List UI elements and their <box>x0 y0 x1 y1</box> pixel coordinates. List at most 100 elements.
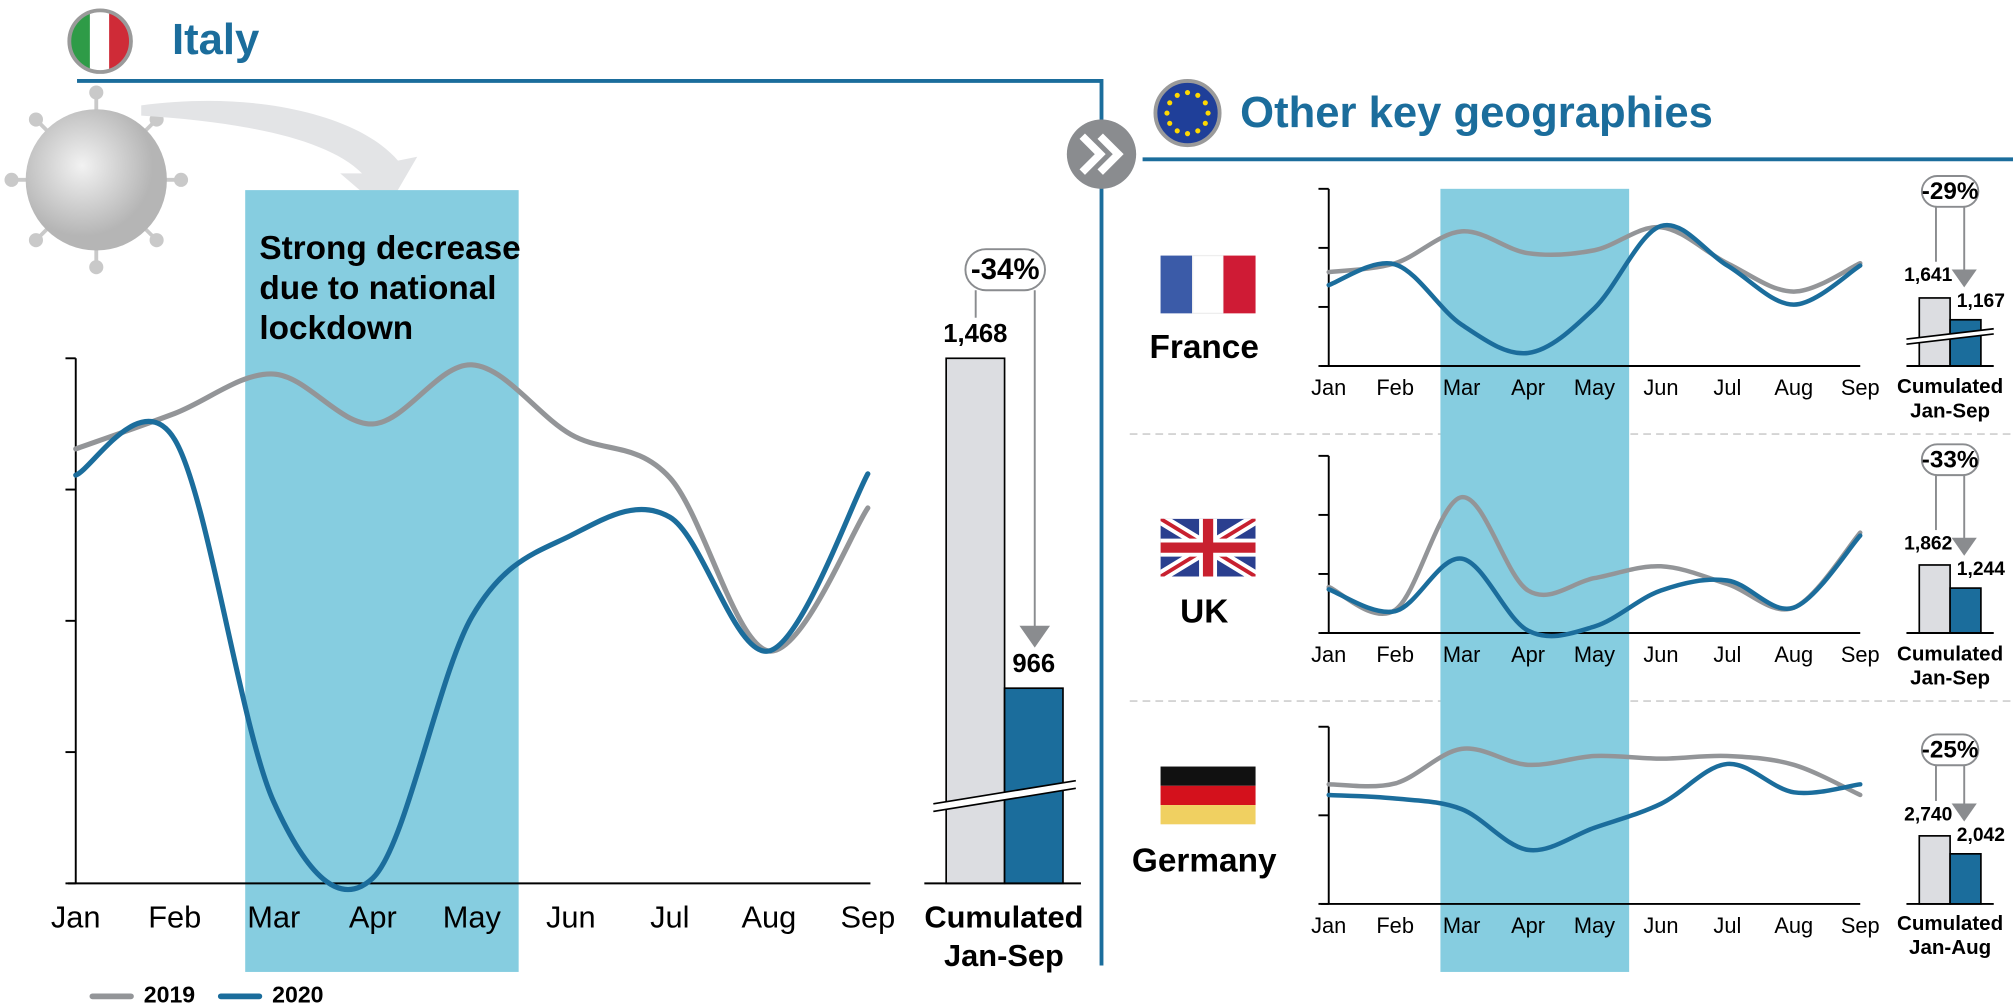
series-line <box>73 362 871 654</box>
x-tick-label: Feb <box>148 899 201 934</box>
x-label: Jan-Sep <box>944 938 1064 973</box>
lockdown-band <box>245 190 519 972</box>
x-tick-label: Jul <box>650 899 689 934</box>
annotation: due to national <box>259 270 496 307</box>
change-bubble <box>1920 443 1980 477</box>
x-tick-label: Jun <box>546 899 596 934</box>
bar <box>1949 853 1982 905</box>
x-tick-label: Jan <box>1311 913 1346 938</box>
bar <box>1918 564 1951 634</box>
x-tick-label: Jul <box>1713 642 1741 667</box>
x-tick-label: Mar <box>1443 375 1481 400</box>
france-flag <box>1160 254 1256 314</box>
x-tick-label: Mar <box>247 899 300 934</box>
x-label: Cumulated <box>1897 912 2003 935</box>
x-tick-label: Jul <box>1713 375 1741 400</box>
value-label: 1,244 <box>1957 559 2005 580</box>
x-label: Jan-Aug <box>1909 936 1991 959</box>
x-tick-label: May <box>1574 913 1615 938</box>
change-arrowhead <box>1019 625 1051 648</box>
x-tick-label: Feb <box>1376 375 1414 400</box>
uk-flag <box>1160 518 1256 577</box>
x-tick-label: Apr <box>349 899 397 934</box>
value-label: 2,740 <box>1904 804 1952 825</box>
value-label: 966 <box>1012 650 1055 678</box>
x-tick-label: Aug <box>1774 375 1813 400</box>
country-name: Germany <box>1132 843 1277 880</box>
series-line <box>73 419 871 892</box>
change-label: -29% <box>1922 178 1979 205</box>
series-line <box>1326 746 1863 798</box>
star <box>1164 110 1170 116</box>
x-label: Cumulated <box>1897 375 2003 398</box>
x-tick-label: May <box>1574 375 1615 400</box>
bar <box>1918 297 1951 367</box>
section-title: Other key geographies <box>1240 88 1713 137</box>
x-tick-label: Apr <box>1511 913 1545 938</box>
star <box>1184 89 1191 96</box>
value-label: 1,167 <box>1957 291 2005 312</box>
x-tick-label: Mar <box>1443 913 1481 938</box>
change-label: -33% <box>1922 446 1979 473</box>
x-tick-label: Sep <box>1841 642 1880 667</box>
x-tick-label: May <box>443 899 502 934</box>
x-tick-label: Feb <box>1376 642 1414 667</box>
change-label: -25% <box>1922 737 1979 764</box>
axis-break <box>933 780 1076 812</box>
change-arrowhead <box>1951 803 1977 822</box>
bar <box>1918 835 1951 905</box>
x-tick-label: Sep <box>1841 913 1880 938</box>
x-tick-label: May <box>1574 642 1615 667</box>
change-arrowhead <box>1951 269 1977 288</box>
lockdown-band <box>1440 188 1630 972</box>
x-tick-label: Jun <box>1643 375 1678 400</box>
change-bubble <box>1920 175 1980 208</box>
axis-break <box>1906 327 1994 340</box>
series-line <box>1326 761 1863 853</box>
change-bubble <box>1920 733 1980 767</box>
x-label: Cumulated <box>924 899 1083 934</box>
series-line <box>1326 224 1863 294</box>
value-label: 1,468 <box>943 320 1007 348</box>
x-tick-label: Jan <box>1311 642 1346 667</box>
axis-break <box>933 779 1076 805</box>
star <box>1174 92 1180 98</box>
x-tick-label: Mar <box>1443 642 1481 667</box>
virus-icon <box>4 85 189 275</box>
star <box>1167 100 1173 106</box>
star <box>1184 131 1191 137</box>
x-tick-label: Feb <box>1376 913 1414 938</box>
star <box>1205 110 1211 116</box>
change-arrowhead <box>1951 537 1977 556</box>
page-title: Italy <box>172 15 260 64</box>
x-tick-label: Aug <box>1774 642 1813 667</box>
x-tick-label: Apr <box>1511 375 1545 400</box>
chevron-icon <box>1066 119 1137 189</box>
axis-break <box>933 787 1076 813</box>
star <box>1167 120 1173 126</box>
charts: Jan Feb Mar Apr May Jun Jul Aug Sep Strong decrea… <box>51 175 2005 1007</box>
legend-label: 2019 <box>144 981 195 1007</box>
x-tick-label: Jun <box>1643 642 1678 667</box>
x-tick-label: Aug <box>1774 913 1813 938</box>
change-label: -34% <box>971 253 1040 286</box>
star <box>1174 128 1180 134</box>
italy-flag <box>67 8 133 74</box>
star <box>1195 92 1201 98</box>
x-label: Jan-Sep <box>1910 667 1990 690</box>
x-tick-label: Sep <box>1841 375 1880 400</box>
country-name: UK <box>1180 594 1228 631</box>
x-label: Cumulated <box>1897 642 2003 665</box>
x-tick-label: Jan <box>51 899 101 934</box>
decor-arrow <box>141 100 418 212</box>
value-label: 2,042 <box>1957 825 2005 846</box>
x-tick-label: Aug <box>741 899 796 934</box>
x-tick-label: Jun <box>1643 913 1678 938</box>
star <box>1195 128 1201 134</box>
germany-flag <box>1160 766 1256 825</box>
axis-break <box>1906 328 1994 345</box>
value-label: 1,641 <box>1904 265 1952 286</box>
change-bubble <box>964 248 1046 292</box>
series-line <box>1326 533 1863 639</box>
